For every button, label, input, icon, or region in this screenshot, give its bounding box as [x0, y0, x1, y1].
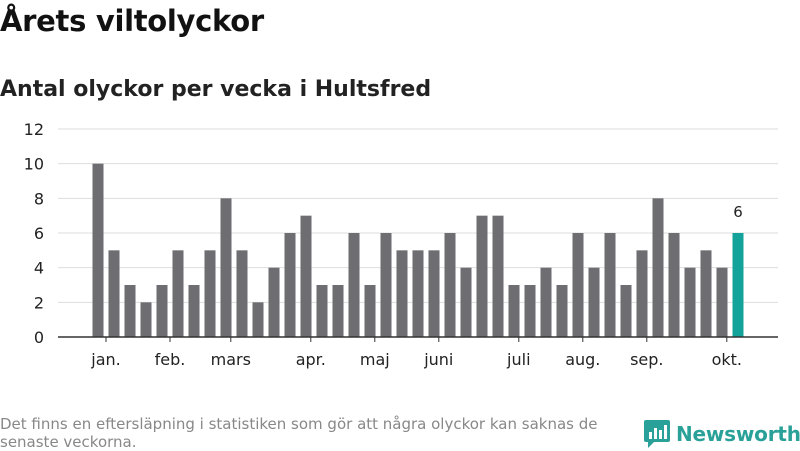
bar — [716, 267, 728, 337]
bar — [300, 215, 312, 337]
bar — [668, 233, 680, 337]
bar — [332, 285, 344, 337]
bar — [108, 250, 120, 337]
x-tick-label: apr. — [296, 350, 326, 369]
bar — [172, 250, 184, 337]
brand: Newsworthy — [644, 420, 800, 448]
x-tick-label: feb. — [155, 350, 186, 369]
bar — [588, 267, 600, 337]
x-tick-label: aug. — [565, 350, 600, 369]
bar — [540, 267, 552, 337]
brand-name: Newsworthy — [676, 422, 800, 446]
bar — [412, 250, 424, 337]
data-label: 6 — [733, 203, 743, 221]
bar — [220, 198, 232, 337]
bar — [348, 233, 360, 337]
footnote: Det finns en eftersläpning i statistiken… — [0, 415, 598, 451]
bar — [316, 285, 328, 337]
bar — [140, 302, 152, 337]
bar — [604, 233, 616, 337]
newsworthy-logo-icon — [644, 420, 670, 448]
y-tick-label: 10 — [24, 155, 44, 174]
bar — [572, 233, 584, 337]
bar — [396, 250, 408, 337]
bar — [684, 267, 696, 337]
y-tick-label: 8 — [34, 189, 44, 208]
bar — [364, 285, 376, 337]
bar — [428, 250, 440, 337]
bar — [732, 233, 744, 337]
bar — [284, 233, 296, 337]
y-tick-label: 0 — [34, 328, 44, 347]
x-tick-label: mars — [211, 350, 251, 369]
bar — [476, 215, 488, 337]
bar — [268, 267, 280, 337]
bar — [188, 285, 200, 337]
y-tick-label: 6 — [34, 224, 44, 243]
bar — [620, 285, 632, 337]
x-tick-label: jan. — [90, 350, 120, 369]
y-tick-label: 12 — [24, 120, 44, 139]
bar — [508, 285, 520, 337]
bar — [204, 250, 216, 337]
chart-subtitle: Antal olyckor per vecka i Hultsfred — [0, 77, 432, 102]
bar — [652, 198, 664, 337]
x-tick-label: juni — [423, 350, 453, 369]
bar — [460, 267, 472, 337]
x-tick-label: sep. — [630, 350, 663, 369]
bar — [556, 285, 568, 337]
bar — [444, 233, 456, 337]
bar — [700, 250, 712, 337]
bar — [236, 250, 248, 337]
bar — [92, 163, 104, 337]
y-tick-label: 2 — [34, 293, 44, 312]
bar — [156, 285, 168, 337]
bar — [380, 233, 392, 337]
chart-title: Årets viltolyckor — [0, 4, 264, 38]
bar — [124, 285, 136, 337]
bar — [492, 215, 504, 337]
x-tick-label: juli — [506, 350, 530, 369]
bar — [636, 250, 648, 337]
x-tick-label: okt. — [712, 350, 742, 369]
x-tick-label: maj — [360, 350, 390, 369]
bar — [524, 285, 536, 337]
y-tick-label: 4 — [34, 259, 44, 278]
bar-chart: 0 2 4 6 8 10 12 6 jan. feb. mars apr. maj juni juli aug… — [24, 120, 778, 369]
bar — [252, 302, 264, 337]
